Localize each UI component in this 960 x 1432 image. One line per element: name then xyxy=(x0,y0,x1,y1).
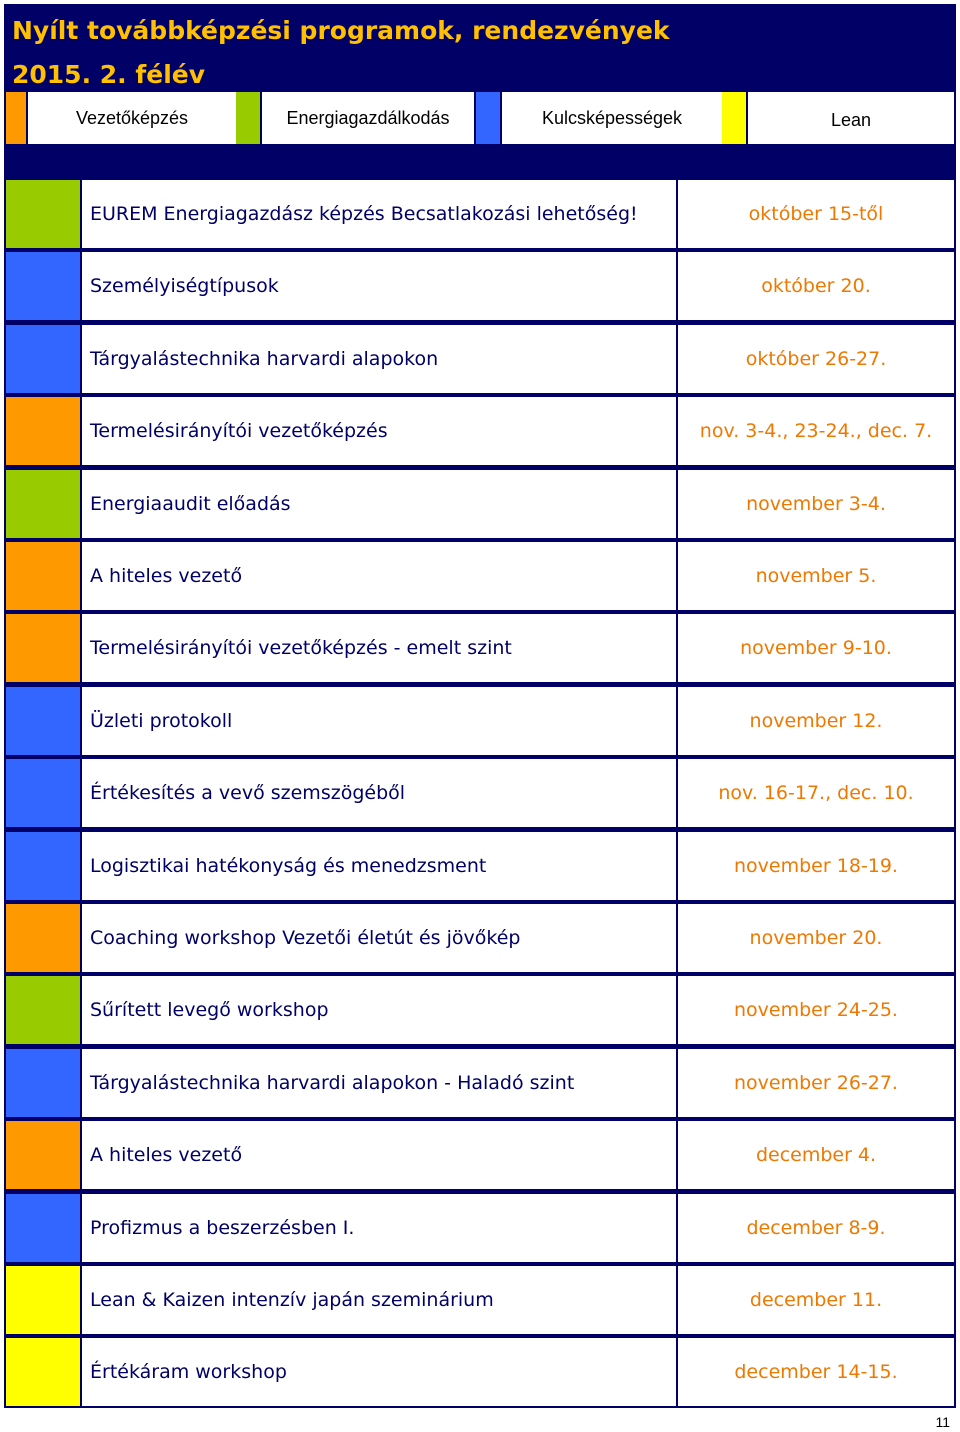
event-date: október 15-től xyxy=(678,180,954,248)
event-title: Tárgyalástechnika harvardi alapokon xyxy=(82,324,676,393)
category-legend: Vezetőképzés Energiagazdálkodás Kulcskép… xyxy=(4,92,956,144)
event-date: nov. 16-17., dec. 10. xyxy=(678,759,954,828)
category-color-swatch xyxy=(6,759,80,828)
event-date: október 26-27. xyxy=(678,324,954,393)
event-date: nov. 3-4., 23-24., dec. 7. xyxy=(678,397,954,466)
event-row: Termelésirányítói vezetőképzés - emelt s… xyxy=(4,614,956,683)
event-date: november 24-25. xyxy=(678,976,954,1045)
page-number: 11 xyxy=(935,1414,950,1430)
event-title: Profizmus a beszerzésben I. xyxy=(82,1193,676,1262)
event-row: A hiteles vezető november 5. xyxy=(4,542,956,610)
event-title: A hiteles vezető xyxy=(82,1121,676,1190)
legend-swatch-energiagazdalkodas xyxy=(236,92,260,144)
event-date: november 26-27. xyxy=(678,1048,954,1117)
category-color-swatch xyxy=(6,1193,80,1262)
category-color-swatch xyxy=(6,1121,80,1190)
category-color-swatch xyxy=(6,1338,80,1407)
event-title: Üzleti protokoll xyxy=(82,686,676,755)
category-color-swatch xyxy=(6,180,80,248)
category-color-swatch xyxy=(6,252,80,321)
legend-swatch-lean xyxy=(722,92,746,144)
event-date: november 9-10. xyxy=(678,614,954,683)
event-row: Üzleti protokoll november 12. xyxy=(4,686,956,755)
event-title: Logisztikai hatékonyság és menedzsment xyxy=(82,831,676,900)
event-date: december 8-9. xyxy=(678,1193,954,1262)
page-title: Nyílt továbbképzési programok, rendezvén… xyxy=(12,16,670,45)
event-title: A hiteles vezető xyxy=(82,542,676,610)
event-row: Értékesítés a vevő szemszögéből nov. 16-1… xyxy=(4,759,956,828)
legend-label-vezetokepzes: Vezetőképzés xyxy=(28,92,236,144)
category-color-swatch xyxy=(6,1266,80,1334)
category-color-swatch xyxy=(6,1048,80,1117)
event-title: Sűrített levegő workshop xyxy=(82,976,676,1045)
legend-label-energiagazdalkodas: Energiagazdálkodás xyxy=(262,92,474,144)
category-color-swatch xyxy=(6,904,80,972)
category-color-swatch xyxy=(6,542,80,610)
category-color-swatch xyxy=(6,831,80,900)
event-date: október 20. xyxy=(678,252,954,321)
header-banner: Nyílt továbbképzési programok, rendezvén… xyxy=(4,4,956,178)
event-date: november 3-4. xyxy=(678,469,954,538)
category-color-swatch xyxy=(6,686,80,755)
event-date: december 14-15. xyxy=(678,1338,954,1407)
category-color-swatch xyxy=(6,469,80,538)
event-row: Sűrített levegő workshop november 24-25. xyxy=(4,976,956,1045)
page-subtitle: 2015. 2. félév xyxy=(12,60,206,89)
event-title: Termelésirányítói vezetőképzés xyxy=(82,397,676,466)
event-date: december 11. xyxy=(678,1266,954,1334)
event-title: Személyiségtípusok xyxy=(82,252,676,321)
legend-swatch-kulcskepessegek xyxy=(476,92,500,144)
legend-label-lean: Lean xyxy=(748,92,954,144)
event-row: EUREM Energiagazdász képzés Becsatlakozá… xyxy=(4,180,956,248)
event-row: Termelésirányítói vezetőképzés nov. 3-4.,… xyxy=(4,397,956,466)
event-row: Energiaaudit előadás november 3-4. xyxy=(4,469,956,538)
event-row: A hiteles vezető december 4. xyxy=(4,1121,956,1190)
event-row: Értékáram workshop december 14-15. xyxy=(4,1338,956,1407)
event-row: Tárgyalástechnika harvardi alapokon - Ha… xyxy=(4,1048,956,1117)
events-table: EUREM Energiagazdász képzés Becsatlakozá… xyxy=(4,178,956,1408)
event-title: Értékesítés a vevő szemszögéből xyxy=(82,759,676,828)
event-row: Profizmus a beszerzésben I. december 8-9. xyxy=(4,1193,956,1262)
category-color-swatch xyxy=(6,976,80,1045)
event-date: november 20. xyxy=(678,904,954,972)
category-color-swatch xyxy=(6,614,80,683)
event-row: Logisztikai hatékonyság és menedzsment no… xyxy=(4,831,956,900)
legend-label-kulcskepessegek: Kulcsképességek xyxy=(502,92,722,144)
event-title: EUREM Energiagazdász képzés Becsatlakozá… xyxy=(82,180,676,248)
category-color-swatch xyxy=(6,324,80,393)
legend-swatch-vezetokepzes xyxy=(6,92,26,144)
event-title: Értékáram workshop xyxy=(82,1338,676,1407)
event-title: Tárgyalástechnika harvardi alapokon - Ha… xyxy=(82,1048,676,1117)
event-title: Lean & Kaizen intenzív japán szeminárium xyxy=(82,1266,676,1334)
event-row: Coaching workshop Vezetői életút és jövő… xyxy=(4,904,956,972)
event-date: november 12. xyxy=(678,686,954,755)
event-title: Coaching workshop Vezetői életút és jövő… xyxy=(82,904,676,972)
event-title: Energiaaudit előadás xyxy=(82,469,676,538)
event-title: Termelésirányítói vezetőképzés - emelt s… xyxy=(82,614,676,683)
event-date: november 18-19. xyxy=(678,831,954,900)
event-row: Lean & Kaizen intenzív japán szeminárium… xyxy=(4,1266,956,1334)
category-color-swatch xyxy=(6,397,80,466)
event-date: december 4. xyxy=(678,1121,954,1190)
event-row: Személyiségtípusok október 20. xyxy=(4,252,956,321)
event-row: Tárgyalástechnika harvardi alapokon októb… xyxy=(4,324,956,393)
event-date: november 5. xyxy=(678,542,954,610)
